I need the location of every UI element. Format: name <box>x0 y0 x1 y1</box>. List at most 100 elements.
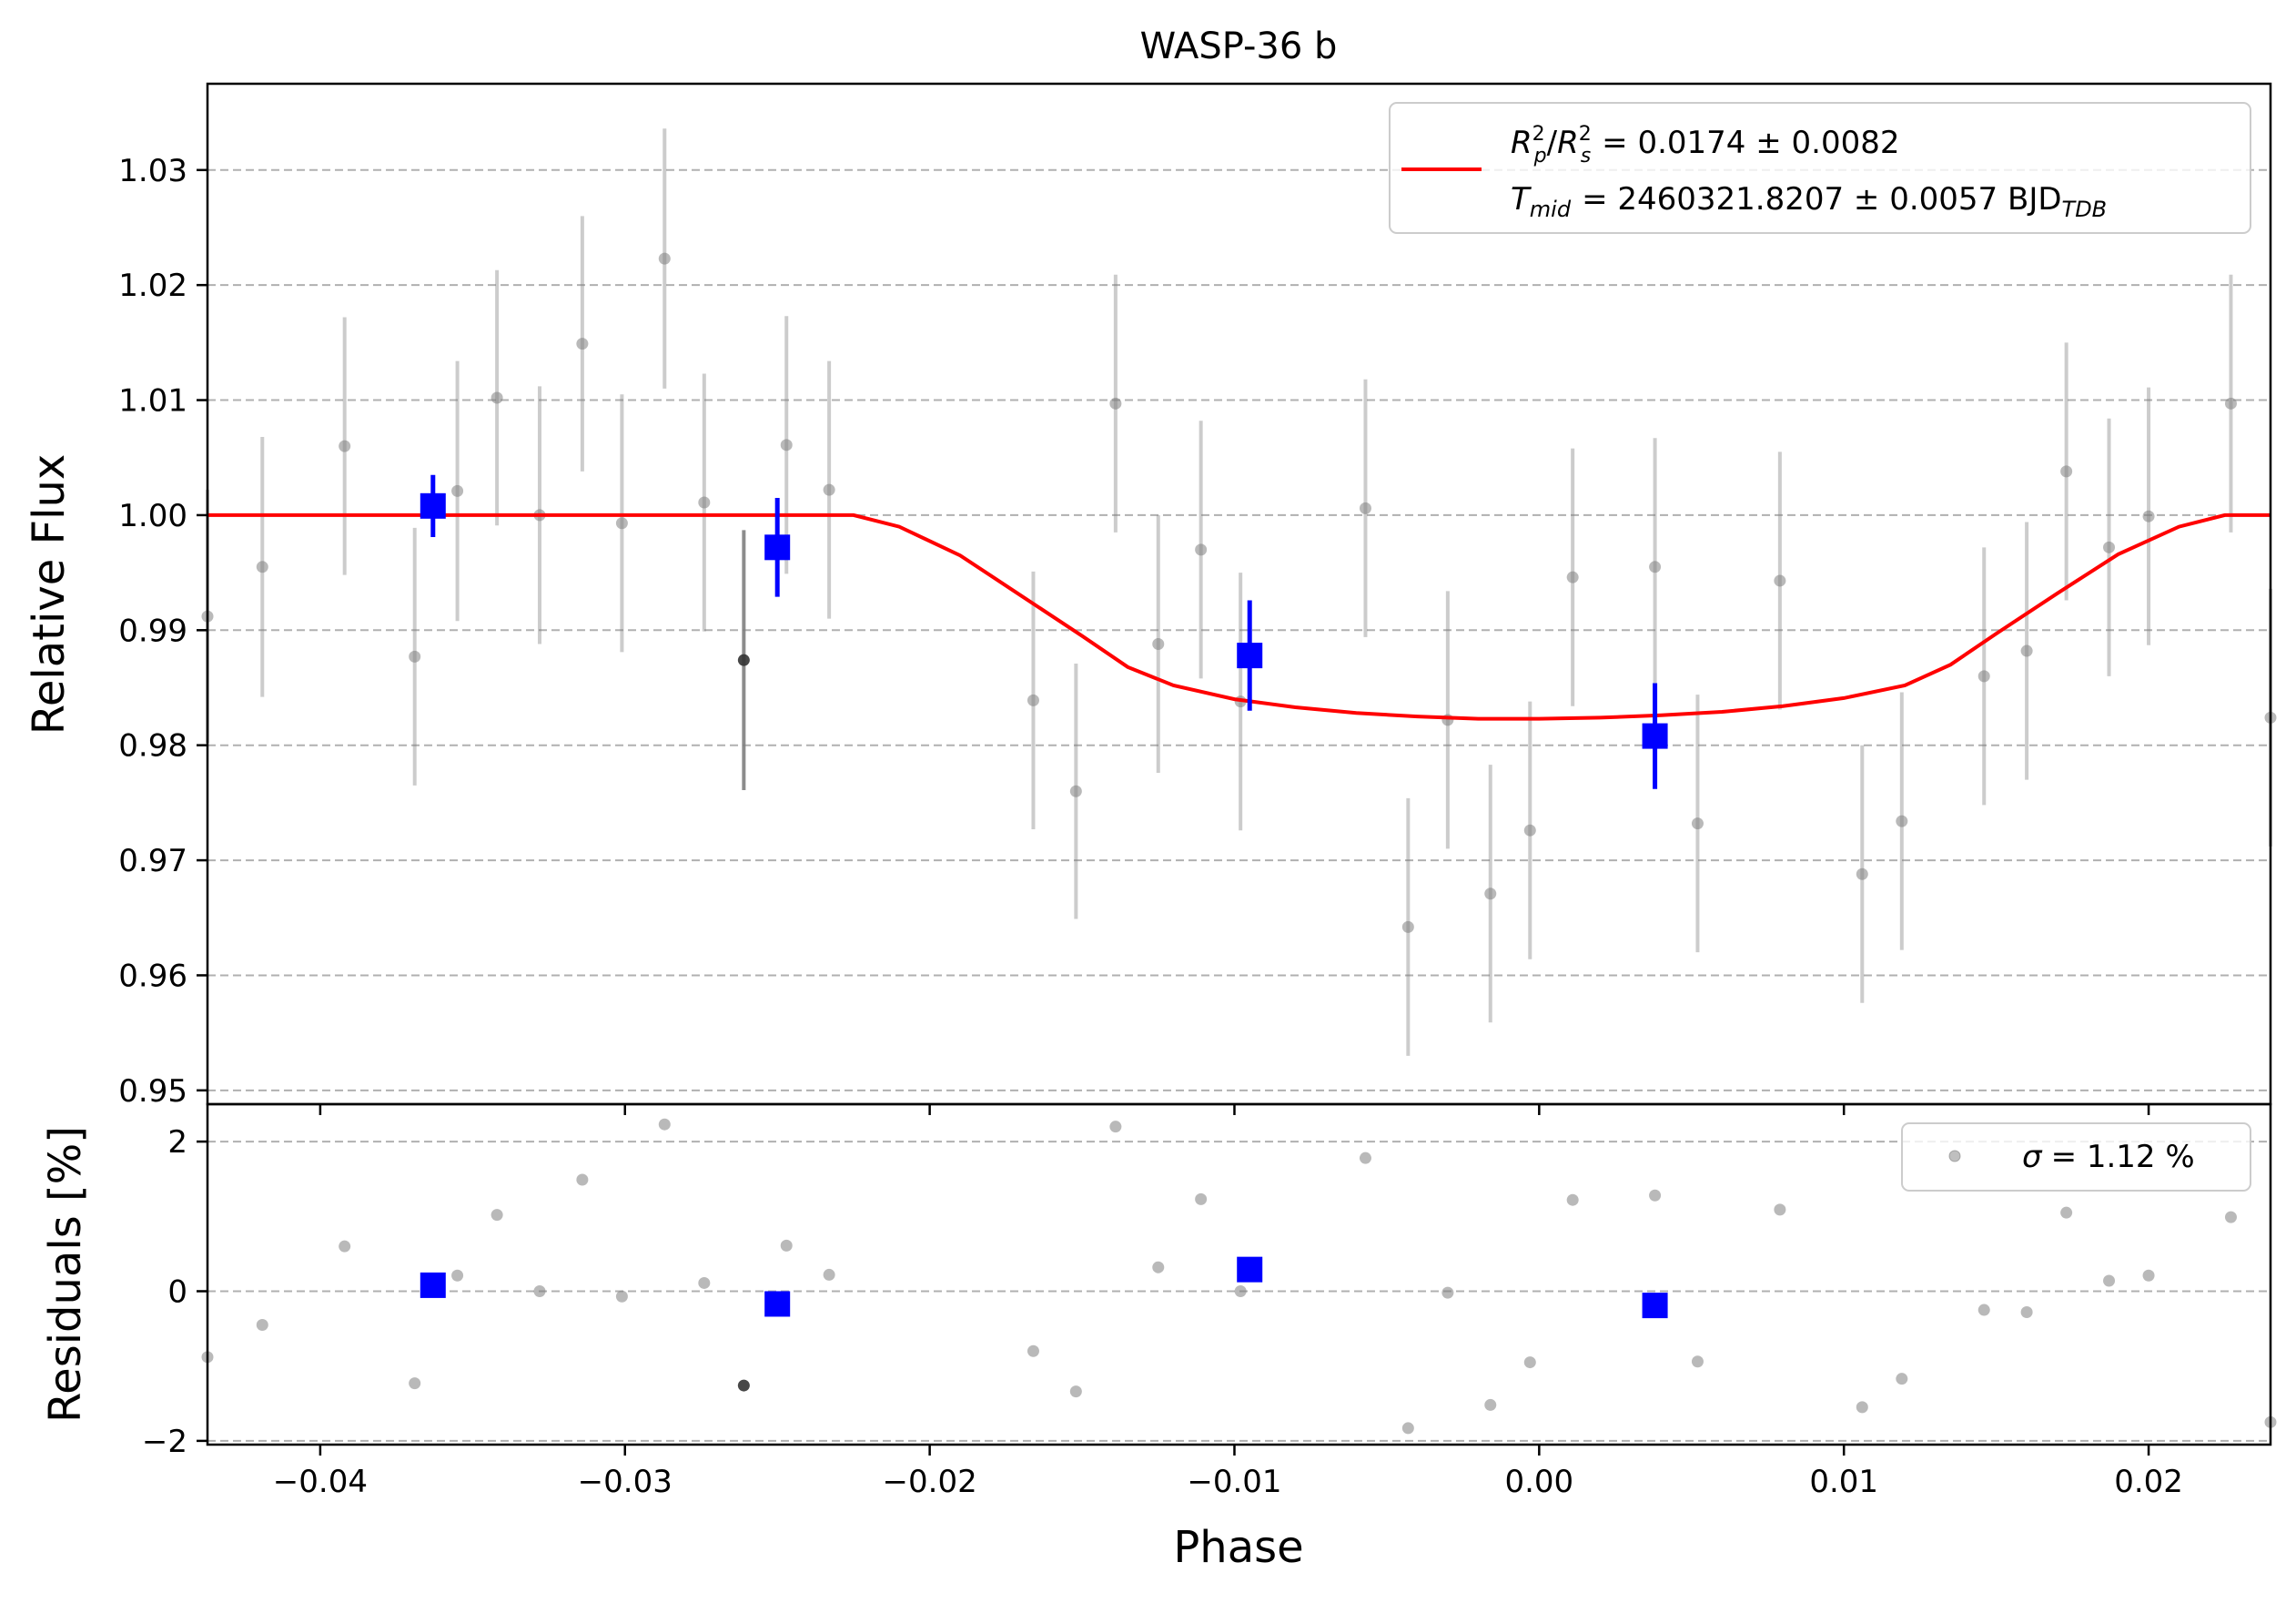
raw-data-point <box>2224 397 2237 410</box>
residual-raw-point <box>491 1209 503 1222</box>
residual-raw-point <box>1566 1193 1579 1206</box>
main-y-tick-label: 0.97 <box>118 843 187 879</box>
raw-data-point <box>339 440 351 452</box>
legend-rs-exponent: 2 <box>1579 123 1592 146</box>
binned-data-point <box>764 534 791 561</box>
x-tick-label: −0.02 <box>883 1464 977 1500</box>
legend-rp-subscript: p <box>1533 145 1547 167</box>
residual-raw-point <box>1484 1398 1497 1411</box>
residual-y-axis-label: Residuals [%] <box>40 1126 91 1423</box>
residual-raw-point <box>576 1173 589 1186</box>
residual-raw-point <box>1896 1373 1908 1385</box>
residual-raw-point <box>1195 1192 1208 1205</box>
x-tick-label: 0.01 <box>1809 1464 1878 1500</box>
main-legend: R2 p/R2 s = 0.0174 ± 0.0082 Tmid = 2460321.8… <box>1389 102 2251 234</box>
residual-legend-box <box>1901 1122 2251 1192</box>
raw-data-point <box>491 391 503 404</box>
residual-raw-point <box>823 1268 835 1281</box>
main-y-tick-label: 1.02 <box>118 268 187 304</box>
residual-raw-point <box>2142 1269 2155 1282</box>
transit-model-curve <box>207 512 2271 721</box>
residual-raw-point <box>615 1290 628 1303</box>
main-y-tick-label: 1.00 <box>118 498 187 534</box>
residual-panel: −2 0 2 Residuals [%] σ = 1.12 % <box>40 1102 2277 1460</box>
residual-legend: σ = 1.12 % <box>1901 1122 2251 1192</box>
raw-data-point <box>1027 694 1039 706</box>
raw-data-point <box>576 338 589 350</box>
residual-raw-point <box>658 1118 671 1131</box>
raw-data-point <box>1977 670 1990 683</box>
residual-raw-point <box>1069 1385 1082 1398</box>
main-y-tick-label: 0.95 <box>118 1073 187 1110</box>
residual-raw-point <box>698 1276 711 1289</box>
x-tick-label: 0.00 <box>1504 1464 1573 1500</box>
residual-raw-point <box>339 1240 351 1253</box>
residual-raw-point <box>451 1269 464 1282</box>
legend-rp-symbol: R <box>1511 125 1532 161</box>
main-y-axis-label: Relative Flux <box>24 454 75 736</box>
x-tick-label: −0.01 <box>1187 1464 1281 1500</box>
legend-tmid-label: Tmid = 2460321.8207 ± 0.0057 BJDTDB <box>1511 181 2107 222</box>
raw-data-point <box>256 561 268 573</box>
binned-data-series <box>420 474 1668 789</box>
raw-data-point <box>1566 571 1579 583</box>
residual-raw-point <box>1401 1422 1414 1435</box>
raw-data-point <box>1774 574 1786 587</box>
legend-t-symbol: T <box>1511 181 1532 218</box>
residual-binned-series <box>420 1256 1668 1319</box>
raw-data-point <box>409 650 421 663</box>
residual-raw-point <box>1856 1401 1868 1414</box>
residual-legend-marker <box>1948 1150 1961 1162</box>
residual-y-ticks: −2 0 2 <box>142 1124 207 1460</box>
residual-y-tick-label: 2 <box>167 1124 187 1161</box>
main-y-tick-label: 1.01 <box>118 383 187 420</box>
residual-raw-point <box>1649 1189 1662 1202</box>
raw-data-point <box>1195 543 1208 556</box>
residual-y-tick-label: −2 <box>142 1424 187 1460</box>
raw-data-point <box>2103 541 2116 553</box>
raw-data-point <box>1359 502 1371 514</box>
residual-raw-point <box>737 1379 750 1392</box>
raw-data-point <box>615 517 628 530</box>
raw-data-point <box>1856 867 1868 880</box>
residual-raw-point <box>533 1284 546 1297</box>
chart-title: WASP-36 b <box>1140 25 1338 67</box>
residual-legend-sigma: σ <box>2022 1139 2043 1175</box>
residual-raw-point <box>1152 1261 1165 1273</box>
residual-raw-point <box>1523 1356 1536 1369</box>
residual-binned-point <box>1237 1256 1263 1283</box>
residual-binned-point <box>1642 1293 1668 1319</box>
residual-raw-point <box>1691 1355 1704 1368</box>
residual-raw-series <box>201 1118 2277 1435</box>
residual-legend-value: = 1.12 % <box>2051 1139 2195 1175</box>
raw-data-point <box>658 252 671 265</box>
raw-data-point <box>1069 785 1082 797</box>
raw-data-point <box>2020 644 2033 657</box>
residual-raw-point <box>780 1239 793 1252</box>
legend-mid-subscript: mid <box>1530 197 1572 222</box>
x-tick-label: −0.03 <box>578 1464 673 1500</box>
raw-data-point <box>1523 824 1536 837</box>
residual-raw-point <box>256 1318 268 1331</box>
residual-raw-point <box>2060 1206 2073 1219</box>
raw-data-point <box>1896 815 1908 827</box>
residual-raw-point <box>1977 1304 1990 1316</box>
legend-tdb-subscript: TDB <box>2062 197 2108 222</box>
residual-legend-label: σ = 1.12 % <box>2022 1139 2195 1175</box>
x-tick-label: −0.04 <box>273 1464 368 1500</box>
x-axis-label: Phase <box>1173 1522 1303 1573</box>
legend-rp-exponent: 2 <box>1532 123 1545 146</box>
main-legend-box <box>1389 102 2251 234</box>
legend-radius-ratio-value: = 0.0174 ± 0.0082 <box>1602 125 1899 161</box>
residual-raw-point <box>1234 1284 1247 1297</box>
legend-rs-symbol: R <box>1557 125 1579 161</box>
residual-raw-point <box>1441 1286 1454 1299</box>
raw-data-point <box>451 484 464 497</box>
raw-data-point <box>698 496 711 509</box>
raw-data-point <box>823 483 835 496</box>
legend-radius-ratio-label: R2 p/R2 s = 0.0174 ± 0.0082 <box>1511 123 1900 167</box>
raw-data-point <box>1691 817 1704 830</box>
raw-data-point <box>1649 561 1662 573</box>
residual-raw-point <box>2103 1274 2116 1287</box>
